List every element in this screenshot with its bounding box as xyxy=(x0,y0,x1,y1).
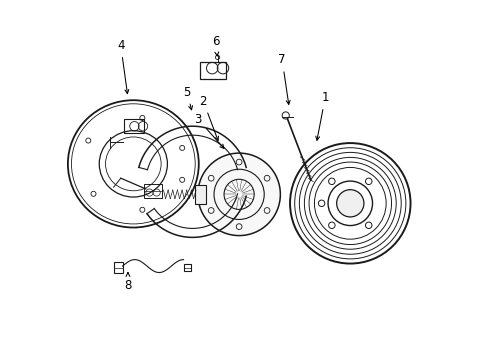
Text: 8: 8 xyxy=(124,273,131,292)
Bar xyxy=(200,62,226,79)
Text: 4: 4 xyxy=(117,39,128,94)
Bar xyxy=(144,184,162,198)
Bar xyxy=(113,262,122,273)
Text: 1: 1 xyxy=(315,91,328,140)
Circle shape xyxy=(198,153,280,235)
Bar xyxy=(124,119,144,133)
Circle shape xyxy=(336,190,363,217)
FancyBboxPatch shape xyxy=(195,185,205,204)
Bar xyxy=(183,264,191,271)
Text: 3: 3 xyxy=(194,113,224,148)
Text: 6: 6 xyxy=(212,35,219,56)
Text: 2: 2 xyxy=(199,95,218,140)
Text: 5: 5 xyxy=(183,86,192,110)
Text: 7: 7 xyxy=(278,53,289,104)
